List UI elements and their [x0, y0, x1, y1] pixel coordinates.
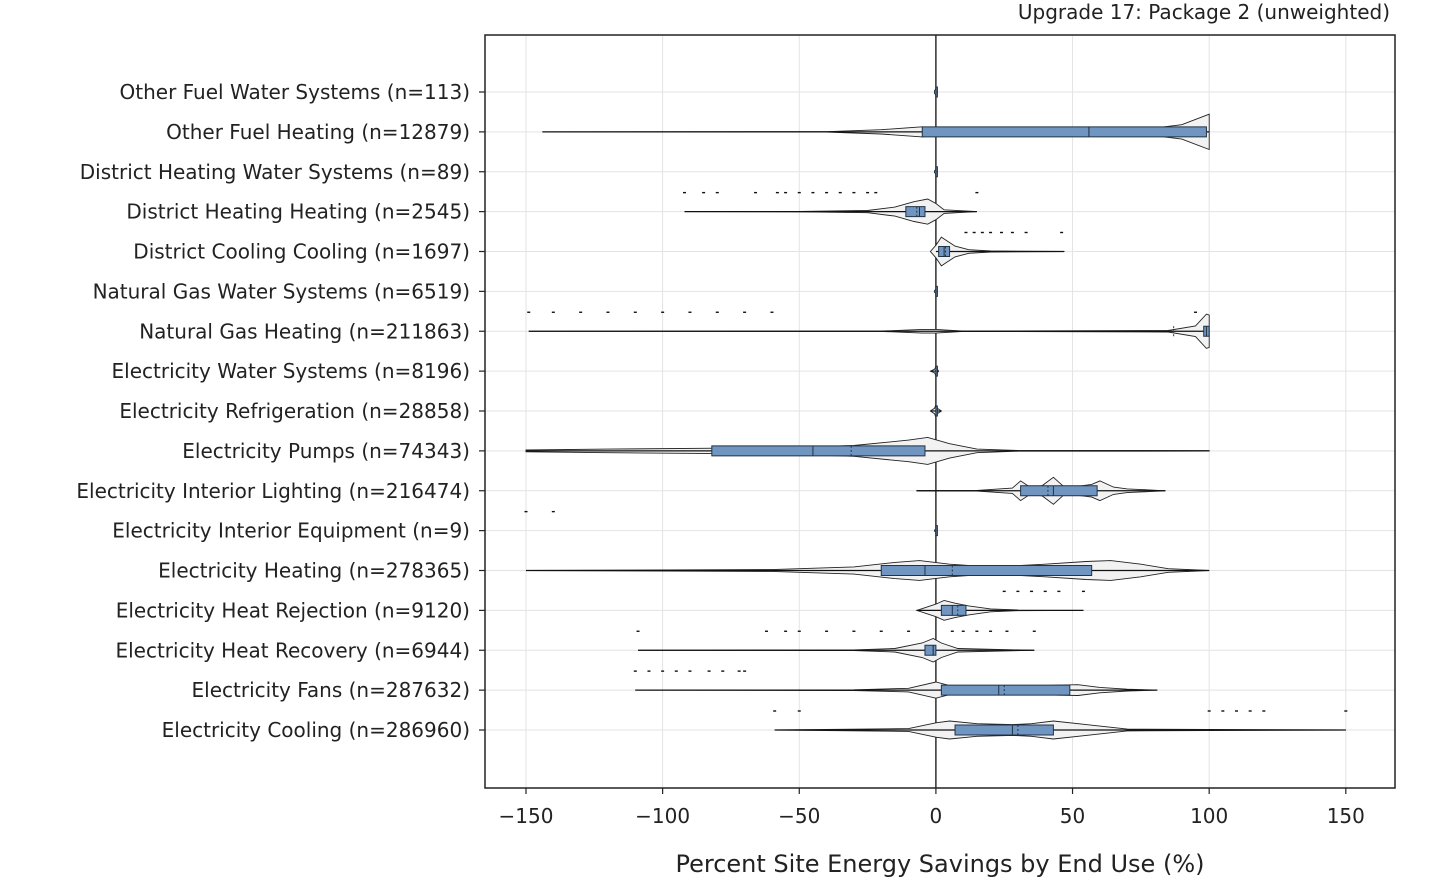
category-label: District Heating Water Systems (n=89) [80, 160, 470, 184]
x-axis: −150 −100 −50 0 50 100 150 [499, 788, 1365, 828]
x-tick-label: −100 [635, 804, 690, 828]
category-label: Natural Gas Heating (n=211863) [139, 319, 470, 343]
iqr-box [940, 604, 967, 616]
category-label: Electricity Heat Recovery (n=6944) [115, 638, 470, 662]
iqr-box [905, 206, 926, 218]
category-label: Other Fuel Heating (n=12879) [166, 120, 470, 144]
category-label: Electricity Water Systems (n=8196) [112, 359, 470, 383]
category-label: Electricity Refrigeration (n=28858) [119, 399, 470, 423]
iqr-box [924, 644, 937, 656]
iqr-box [711, 445, 926, 457]
x-tick-label: 0 [930, 804, 943, 828]
category-label: Electricity Fans (n=287632) [192, 678, 470, 702]
x-tick-label: 100 [1190, 804, 1228, 828]
iqr-box [880, 565, 1093, 576]
x-axis-label: Percent Site Energy Savings by End Use (… [676, 850, 1205, 878]
chart-title: Upgrade 17: Package 2 (unweighted) [1018, 0, 1390, 24]
category-label: Other Fuel Water Systems (n=113) [120, 80, 471, 104]
category-label: Electricity Interior Equipment (n=9) [112, 519, 470, 543]
category-label: Electricity Interior Lighting (n=216474) [76, 479, 470, 503]
category-label: Electricity Heat Rejection (n=9120) [116, 598, 470, 622]
category-label: District Heating Heating (n=2545) [126, 200, 470, 224]
x-tick-label: 150 [1327, 804, 1365, 828]
category-label: Electricity Pumps (n=74343) [182, 439, 470, 463]
iqr-box [921, 126, 1207, 138]
x-tick-label: −50 [778, 804, 820, 828]
violin-layer [524, 35, 1348, 788]
x-tick-label: 50 [1060, 804, 1085, 828]
category-label: Electricity Heating (n=278365) [158, 559, 470, 583]
x-tick-label: −150 [499, 804, 554, 828]
category-label: Electricity Cooling (n=286960) [162, 718, 470, 742]
iqr-box [940, 684, 1071, 696]
category-label: Natural Gas Water Systems (n=6519) [93, 279, 470, 303]
category-axis: Other Fuel Water Systems (n=113) Other Fu… [76, 80, 485, 742]
category-label: District Cooling Cooling (n=1697) [133, 240, 470, 264]
iqr-box [954, 724, 1054, 736]
iqr-box [1020, 485, 1098, 497]
